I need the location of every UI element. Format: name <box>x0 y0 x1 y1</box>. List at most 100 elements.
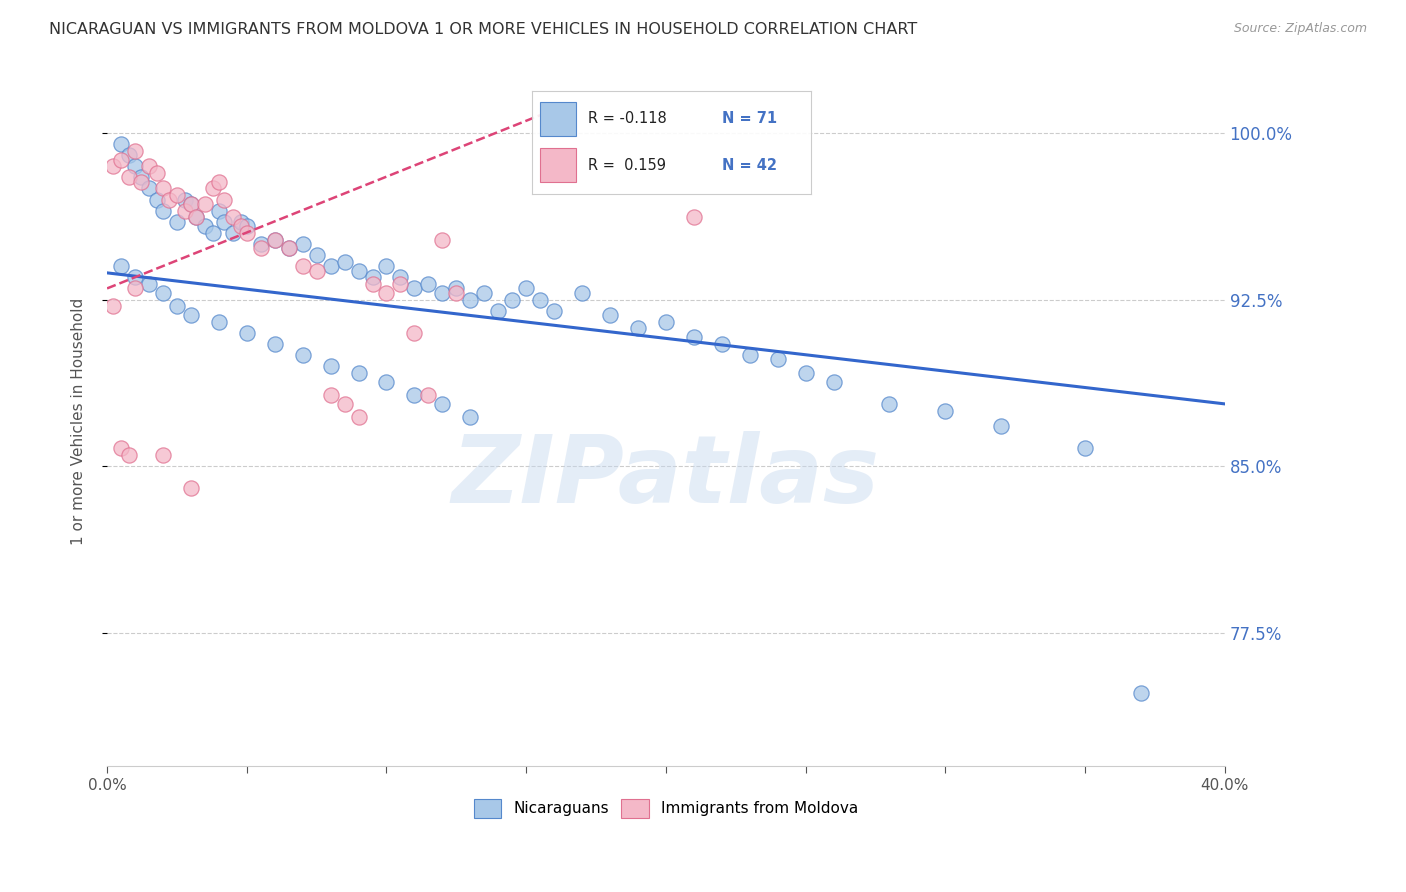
Point <box>361 270 384 285</box>
Point <box>208 203 231 218</box>
Point <box>738 348 761 362</box>
Point <box>446 285 468 300</box>
Point <box>333 254 356 268</box>
Point <box>766 352 789 367</box>
Point <box>180 197 202 211</box>
Point <box>432 397 454 411</box>
Point <box>157 193 180 207</box>
Point <box>529 293 551 307</box>
Point <box>934 403 956 417</box>
Point <box>124 270 146 285</box>
Text: Source: ZipAtlas.com: Source: ZipAtlas.com <box>1233 22 1367 36</box>
Point <box>110 137 132 152</box>
Point <box>990 419 1012 434</box>
Point <box>361 277 384 291</box>
Point <box>277 242 299 256</box>
Point <box>214 215 236 229</box>
Point <box>202 226 225 240</box>
Point <box>110 153 132 167</box>
Point <box>319 359 342 373</box>
Point <box>166 299 188 313</box>
Point <box>180 197 202 211</box>
Point <box>333 397 356 411</box>
Point <box>180 308 202 322</box>
Point <box>110 442 132 456</box>
Point <box>375 285 398 300</box>
Point <box>236 326 259 340</box>
Point <box>472 285 495 300</box>
Point <box>129 175 152 189</box>
Point <box>186 211 208 225</box>
Point <box>101 159 124 173</box>
Text: ZIPatlas: ZIPatlas <box>451 431 880 523</box>
Point <box>249 237 271 252</box>
Point <box>682 211 704 225</box>
Point <box>418 277 440 291</box>
Point <box>186 211 208 225</box>
Point <box>110 259 132 273</box>
Point <box>124 281 146 295</box>
Y-axis label: 1 or more Vehicles in Household: 1 or more Vehicles in Household <box>72 298 86 545</box>
Point <box>146 193 169 207</box>
Legend: Nicaraguans, Immigrants from Moldova: Nicaraguans, Immigrants from Moldova <box>468 793 865 823</box>
Point <box>146 166 169 180</box>
Point <box>404 326 426 340</box>
Point <box>655 315 678 329</box>
Point <box>138 181 160 195</box>
Point <box>305 248 328 262</box>
Point <box>208 315 231 329</box>
Point <box>305 263 328 277</box>
Point <box>389 277 412 291</box>
Point <box>543 303 565 318</box>
Point <box>166 188 188 202</box>
Point <box>404 388 426 402</box>
Point <box>432 233 454 247</box>
Point <box>202 181 225 195</box>
Point <box>347 410 370 425</box>
Point <box>249 242 271 256</box>
Point <box>231 219 253 234</box>
Point <box>823 375 845 389</box>
Point <box>794 366 817 380</box>
Point <box>138 159 160 173</box>
Point <box>682 330 704 344</box>
Point <box>222 211 245 225</box>
Point <box>460 293 482 307</box>
Point <box>263 337 285 351</box>
Point <box>446 281 468 295</box>
Point <box>124 144 146 158</box>
Point <box>515 281 537 295</box>
Point <box>214 193 236 207</box>
Point <box>460 410 482 425</box>
Point <box>291 237 314 252</box>
Point <box>404 281 426 295</box>
Point <box>166 215 188 229</box>
Point <box>118 448 141 462</box>
Point <box>1074 442 1097 456</box>
Point <box>124 159 146 173</box>
Point <box>571 285 593 300</box>
Point <box>152 285 174 300</box>
Point <box>101 299 124 313</box>
Point <box>138 277 160 291</box>
Point <box>375 259 398 273</box>
Point <box>231 215 253 229</box>
Text: NICARAGUAN VS IMMIGRANTS FROM MOLDOVA 1 OR MORE VEHICLES IN HOUSEHOLD CORRELATIO: NICARAGUAN VS IMMIGRANTS FROM MOLDOVA 1 … <box>49 22 918 37</box>
Point <box>118 170 141 185</box>
Point <box>174 193 197 207</box>
Point <box>291 348 314 362</box>
Point <box>319 259 342 273</box>
Point <box>180 481 202 495</box>
Point <box>432 285 454 300</box>
Point <box>152 181 174 195</box>
Point <box>486 303 509 318</box>
Point <box>291 259 314 273</box>
Point <box>194 219 217 234</box>
Point <box>263 233 285 247</box>
Point <box>347 263 370 277</box>
Point <box>879 397 901 411</box>
Point <box>418 388 440 402</box>
Point <box>627 321 650 335</box>
Point <box>389 270 412 285</box>
Point <box>129 170 152 185</box>
